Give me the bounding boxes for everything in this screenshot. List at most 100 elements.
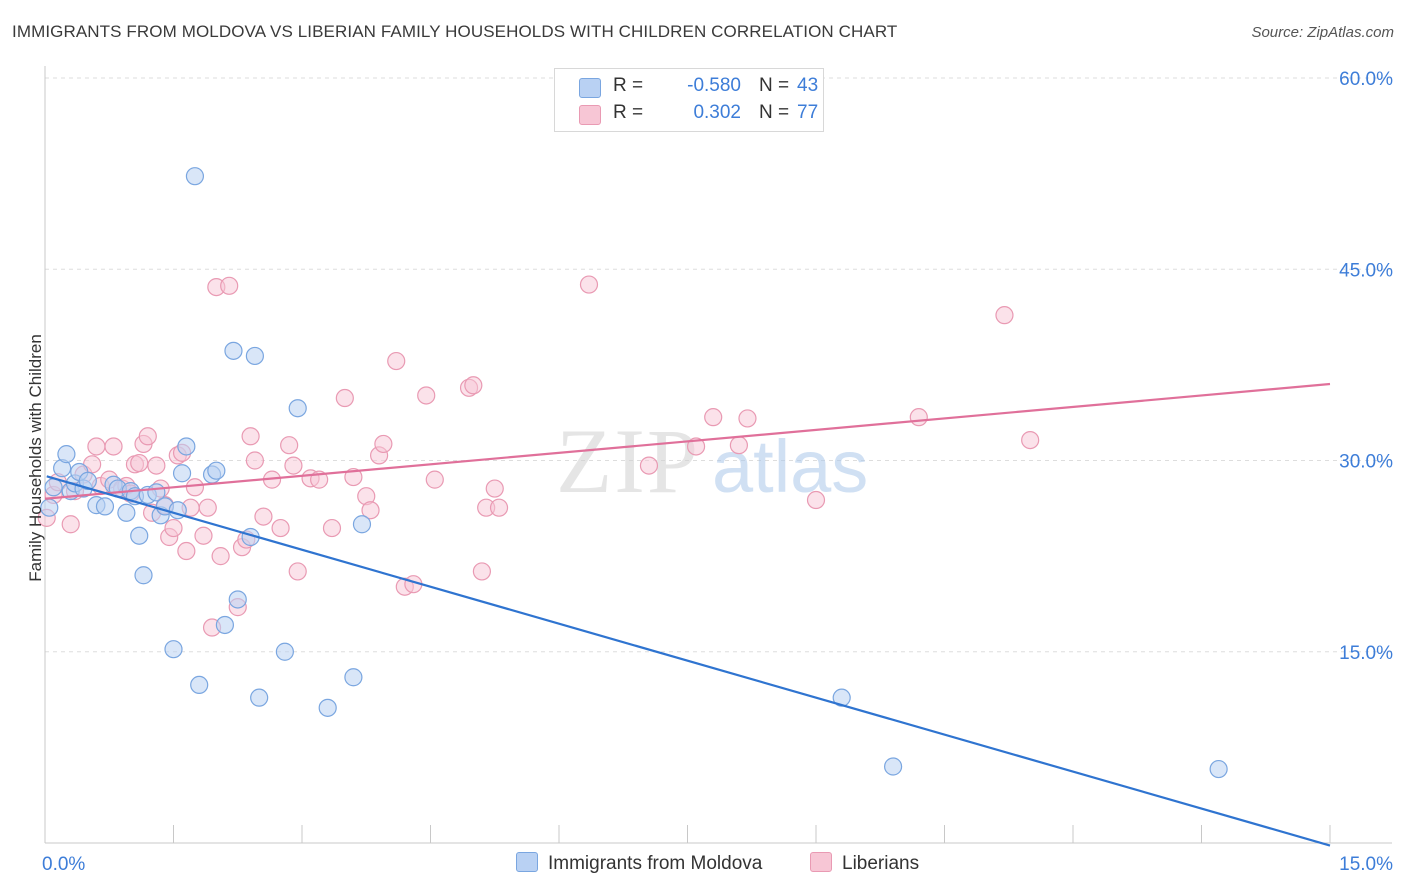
bottom-legend-moldova: Immigrants from Moldova [516, 852, 762, 875]
tick-labels: 15.0% 30.0% 45.0% 60.0% 0.0% 15.0% [42, 69, 1393, 875]
liberians-point [639, 456, 659, 475]
legend-n-value: 77 [797, 102, 819, 123]
legend-r-label: R = [613, 102, 644, 123]
liberians-point [220, 276, 239, 295]
x-tick-label: 15.0% [1339, 854, 1393, 875]
axes [44, 66, 1392, 844]
liberians-point [254, 507, 273, 526]
bottom-legend-label: Immigrants from Moldova [548, 853, 763, 874]
moldova-point [883, 757, 903, 776]
watermark-zip: ZIP [556, 410, 700, 512]
bottom-legend-label: Liberians [842, 853, 920, 874]
liberians-point [361, 501, 380, 520]
legend-n-label: N = [759, 102, 790, 123]
liberians-point [280, 436, 299, 455]
liberians-point [198, 498, 217, 517]
liberians-point [241, 427, 260, 446]
bottom-legend-liberians: Liberians [810, 852, 919, 875]
y-tick-label: 15.0% [1339, 643, 1393, 664]
moldova-point [1209, 759, 1228, 779]
liberians-point [164, 518, 183, 538]
liberians-point [87, 437, 106, 456]
liberians-point [284, 456, 303, 475]
moldova-point [164, 640, 183, 659]
moldova-point [352, 515, 372, 534]
liberians-point [464, 376, 483, 395]
legend-r-value: 0.302 [693, 102, 741, 123]
liberians-point [322, 518, 342, 538]
moldova-point [130, 526, 149, 545]
moldova-point [318, 698, 337, 717]
liberians-point [909, 408, 928, 427]
liberians-point [61, 515, 80, 534]
liberians-point [138, 427, 157, 446]
moldova-point [224, 341, 243, 360]
moldova-point [228, 590, 247, 609]
moldova-point [275, 642, 294, 661]
liberians-point [485, 479, 504, 498]
liberians-point [579, 275, 599, 294]
liberians-point [130, 453, 149, 473]
liberians-point [417, 386, 436, 405]
liberians-point [245, 451, 264, 470]
moldova-point [117, 503, 136, 522]
liberians-point [472, 562, 491, 581]
moldova-point [177, 437, 196, 456]
liberians-point [686, 437, 706, 456]
liberians-point [194, 526, 213, 545]
moldova-point [95, 497, 115, 516]
moldova-point [172, 464, 192, 483]
legend-swatch-pink [579, 105, 601, 125]
liberians-point [374, 434, 393, 454]
moldova-point [185, 167, 205, 186]
x-tick-label: 0.0% [42, 854, 85, 875]
chart-title: IMMIGRANTS FROM MOLDOVA VS LIBERIAN FAMI… [12, 22, 898, 41]
liberians-point [335, 388, 354, 408]
y-tick-label: 30.0% [1339, 452, 1393, 473]
liberians-point [425, 470, 444, 489]
bottom-legend-swatch-blue [516, 852, 538, 872]
liberians-point [729, 436, 749, 455]
liberians-point [738, 409, 757, 428]
liberians-point [806, 490, 826, 510]
bottom-legend-swatch-pink [810, 852, 832, 872]
liberians-point [704, 408, 723, 427]
legend-n-value: 43 [797, 75, 819, 96]
liberians-point [271, 518, 290, 538]
liberians-point [211, 547, 230, 566]
moldova-point [344, 668, 363, 687]
liberians-point [489, 498, 509, 517]
moldova-point [134, 566, 153, 585]
moldova-point [44, 478, 63, 497]
moldova-point [250, 688, 269, 707]
gridlines [45, 77, 1392, 653]
liberians-point [147, 456, 166, 475]
source-label: Source: ZipAtlas.com [1251, 24, 1394, 41]
correlation-legend: R = -0.580 N = 43 R = 0.302 N = 77 [554, 68, 824, 132]
legend-n-label: N = [759, 75, 790, 96]
y-axis-label: Family Households with Children [26, 334, 45, 582]
liberians-point [288, 562, 307, 581]
liberians-point [185, 478, 205, 497]
liberians-point [104, 437, 123, 456]
moldova-point [207, 461, 226, 480]
y-tick-label: 60.0% [1339, 69, 1393, 90]
liberians-point [387, 351, 406, 371]
liberians-trend-line [44, 382, 1331, 500]
moldova-point [288, 399, 307, 418]
moldova-trend-line [46, 475, 1331, 847]
moldova-point [57, 445, 76, 464]
legend-r-value: -0.580 [687, 75, 741, 96]
liberians-point [1021, 431, 1040, 450]
moldova-point [215, 615, 234, 635]
moldova-point [78, 471, 97, 490]
liberians-point [177, 541, 196, 561]
y-tick-label: 45.0% [1339, 260, 1393, 281]
liberians-point [995, 306, 1014, 325]
liberians-points [37, 275, 1040, 637]
liberians-point [344, 467, 363, 487]
moldova-point [190, 675, 209, 695]
trend-lines [44, 382, 1331, 847]
legend-swatch-blue [579, 78, 601, 98]
